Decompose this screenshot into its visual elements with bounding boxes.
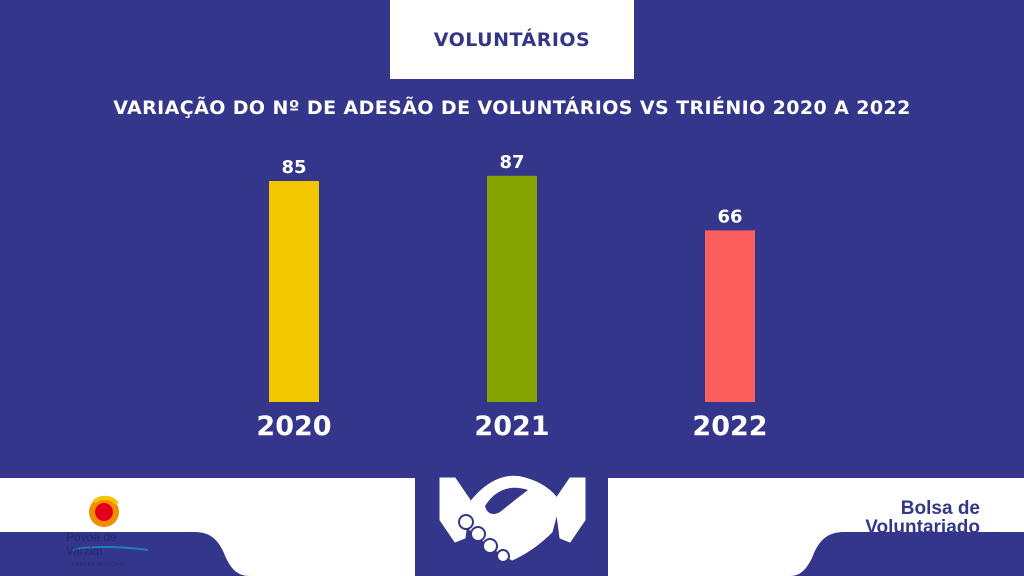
value-label-2020: 85	[281, 157, 306, 178]
brand-block: Bolsa de Voluntariado da Póvoa de Varzim	[846, 499, 980, 554]
category-label-2021: 2021	[474, 411, 549, 442]
brand-line-3: da Póvoa de Varzim	[846, 537, 980, 554]
chart-title: VARIAÇÃO DO Nº DE ADESÃO DE VOLUNTÁRIOS …	[113, 97, 911, 119]
category-label-2022: 2022	[692, 411, 767, 442]
bar-2022	[705, 230, 755, 402]
header-tab-label: VOLUNTÁRIOS	[433, 28, 591, 51]
bar-2020	[269, 181, 319, 402]
povoa-logo-text: Póvoa de Varzim	[66, 530, 117, 558]
povoa-logo-subtitle: CÂMARA MUNICIPAL	[72, 562, 127, 568]
value-label-2022: 66	[717, 206, 742, 227]
brand-line-2: Voluntariado	[865, 517, 980, 538]
brand-line-1: Bolsa de	[900, 498, 980, 519]
bar-chart: 85 2020 87 2021 66 2022	[256, 152, 767, 442]
handshake-icon	[439, 475, 586, 563]
value-label-2021: 87	[499, 152, 524, 173]
povoa-logo-icon	[71, 495, 149, 551]
bar-2021	[487, 175, 537, 402]
category-label-2020: 2020	[256, 411, 331, 442]
header-tab: VOLUNTÁRIOS	[390, 0, 634, 79]
